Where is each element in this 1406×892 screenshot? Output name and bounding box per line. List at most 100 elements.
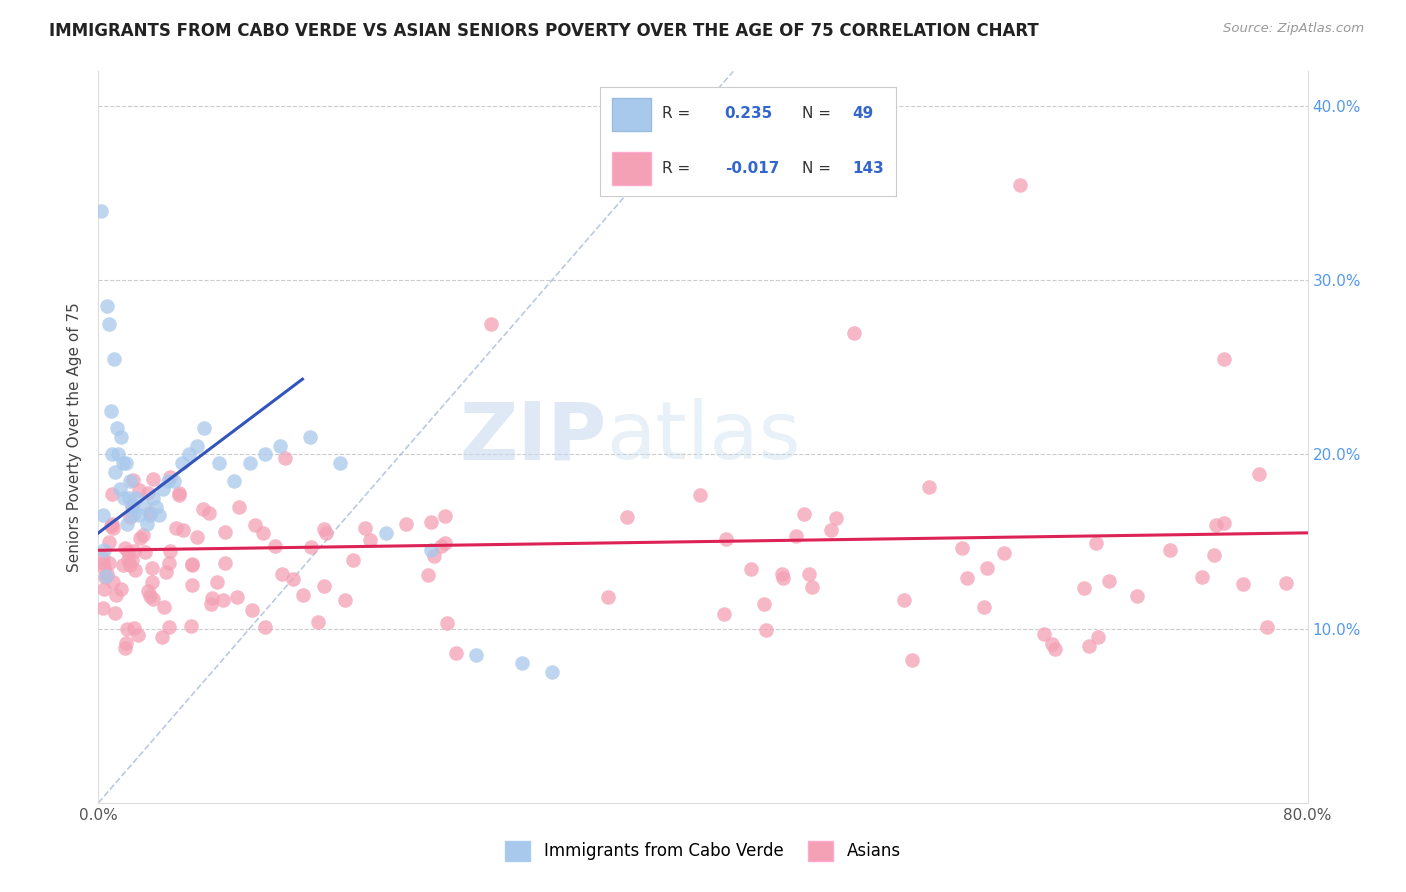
Point	[117, 553, 139, 567]
Point	[616, 510, 638, 524]
Point	[93, 561, 115, 575]
Point	[91, 508, 114, 523]
Point	[93, 570, 115, 584]
Point	[952, 541, 974, 555]
Point	[253, 620, 276, 634]
Point	[167, 488, 190, 502]
Point	[374, 525, 396, 540]
Point	[157, 556, 180, 570]
Point	[433, 509, 456, 524]
Point	[142, 471, 165, 485]
Point	[128, 483, 150, 497]
Point	[141, 561, 163, 575]
Point	[114, 541, 136, 556]
Point	[103, 574, 125, 589]
Point	[1191, 570, 1213, 584]
Point	[893, 593, 915, 607]
Point	[167, 485, 190, 500]
Point	[1010, 178, 1032, 192]
Point	[224, 474, 246, 488]
Point	[145, 500, 167, 514]
Point	[170, 456, 193, 470]
Point	[115, 517, 138, 532]
Point	[844, 326, 866, 340]
Point	[117, 545, 139, 559]
Point	[193, 421, 215, 435]
Point	[136, 486, 159, 500]
Point	[152, 483, 174, 497]
Point	[142, 592, 165, 607]
Point	[186, 439, 208, 453]
Point	[101, 448, 124, 462]
Point	[142, 491, 165, 505]
Text: IMMIGRANTS FROM CABO VERDE VS ASIAN SENIORS POVERTY OVER THE AGE OF 75 CORRELATI: IMMIGRANTS FROM CABO VERDE VS ASIAN SENI…	[49, 22, 1039, 40]
Point	[91, 601, 114, 615]
Point	[157, 620, 180, 634]
Point	[291, 588, 314, 602]
Point	[120, 474, 142, 488]
Point	[180, 619, 202, 633]
Point	[139, 508, 162, 523]
Point	[165, 521, 187, 535]
Point	[100, 518, 122, 533]
Point	[770, 566, 793, 581]
Point	[90, 203, 112, 218]
Point	[104, 465, 127, 479]
Point	[200, 597, 222, 611]
Point	[1159, 543, 1181, 558]
Point	[110, 430, 132, 444]
Point	[299, 540, 322, 554]
Point	[100, 404, 122, 418]
Point	[205, 574, 228, 589]
Point	[245, 518, 267, 533]
Point	[100, 517, 122, 532]
Point	[423, 549, 446, 563]
Point	[793, 507, 815, 521]
Point	[274, 451, 297, 466]
Point	[124, 621, 146, 635]
Point	[1232, 576, 1254, 591]
Point	[785, 529, 807, 543]
Point	[315, 525, 337, 540]
Point	[420, 543, 443, 558]
Point	[155, 565, 177, 579]
Point	[111, 456, 134, 470]
Point	[252, 525, 274, 540]
Point	[118, 558, 141, 572]
Point	[132, 500, 155, 514]
Point	[114, 456, 136, 470]
Point	[1274, 575, 1296, 590]
Point	[429, 540, 451, 554]
Point	[122, 543, 145, 558]
Point	[1205, 517, 1227, 532]
Point	[121, 500, 143, 514]
Point	[101, 487, 124, 501]
Point	[1126, 589, 1149, 603]
Point	[918, 480, 941, 494]
Point	[1077, 639, 1099, 653]
Point	[91, 556, 114, 570]
Point	[312, 579, 335, 593]
Point	[755, 624, 778, 638]
Point	[159, 469, 181, 483]
Point	[180, 578, 202, 592]
Point	[240, 603, 263, 617]
Point	[1256, 620, 1278, 634]
Point	[465, 648, 488, 662]
Point	[444, 646, 467, 660]
Point	[198, 506, 221, 520]
Point	[107, 448, 129, 462]
Point	[335, 592, 357, 607]
Point	[152, 630, 174, 644]
Point	[269, 439, 291, 453]
Point	[214, 524, 236, 539]
Point	[114, 641, 136, 656]
Point	[1032, 627, 1054, 641]
Point	[1098, 574, 1121, 589]
Point	[540, 665, 562, 680]
Point	[713, 607, 735, 621]
Point	[283, 572, 305, 586]
Point	[1084, 536, 1107, 550]
Point	[101, 521, 124, 535]
Point	[121, 552, 143, 566]
